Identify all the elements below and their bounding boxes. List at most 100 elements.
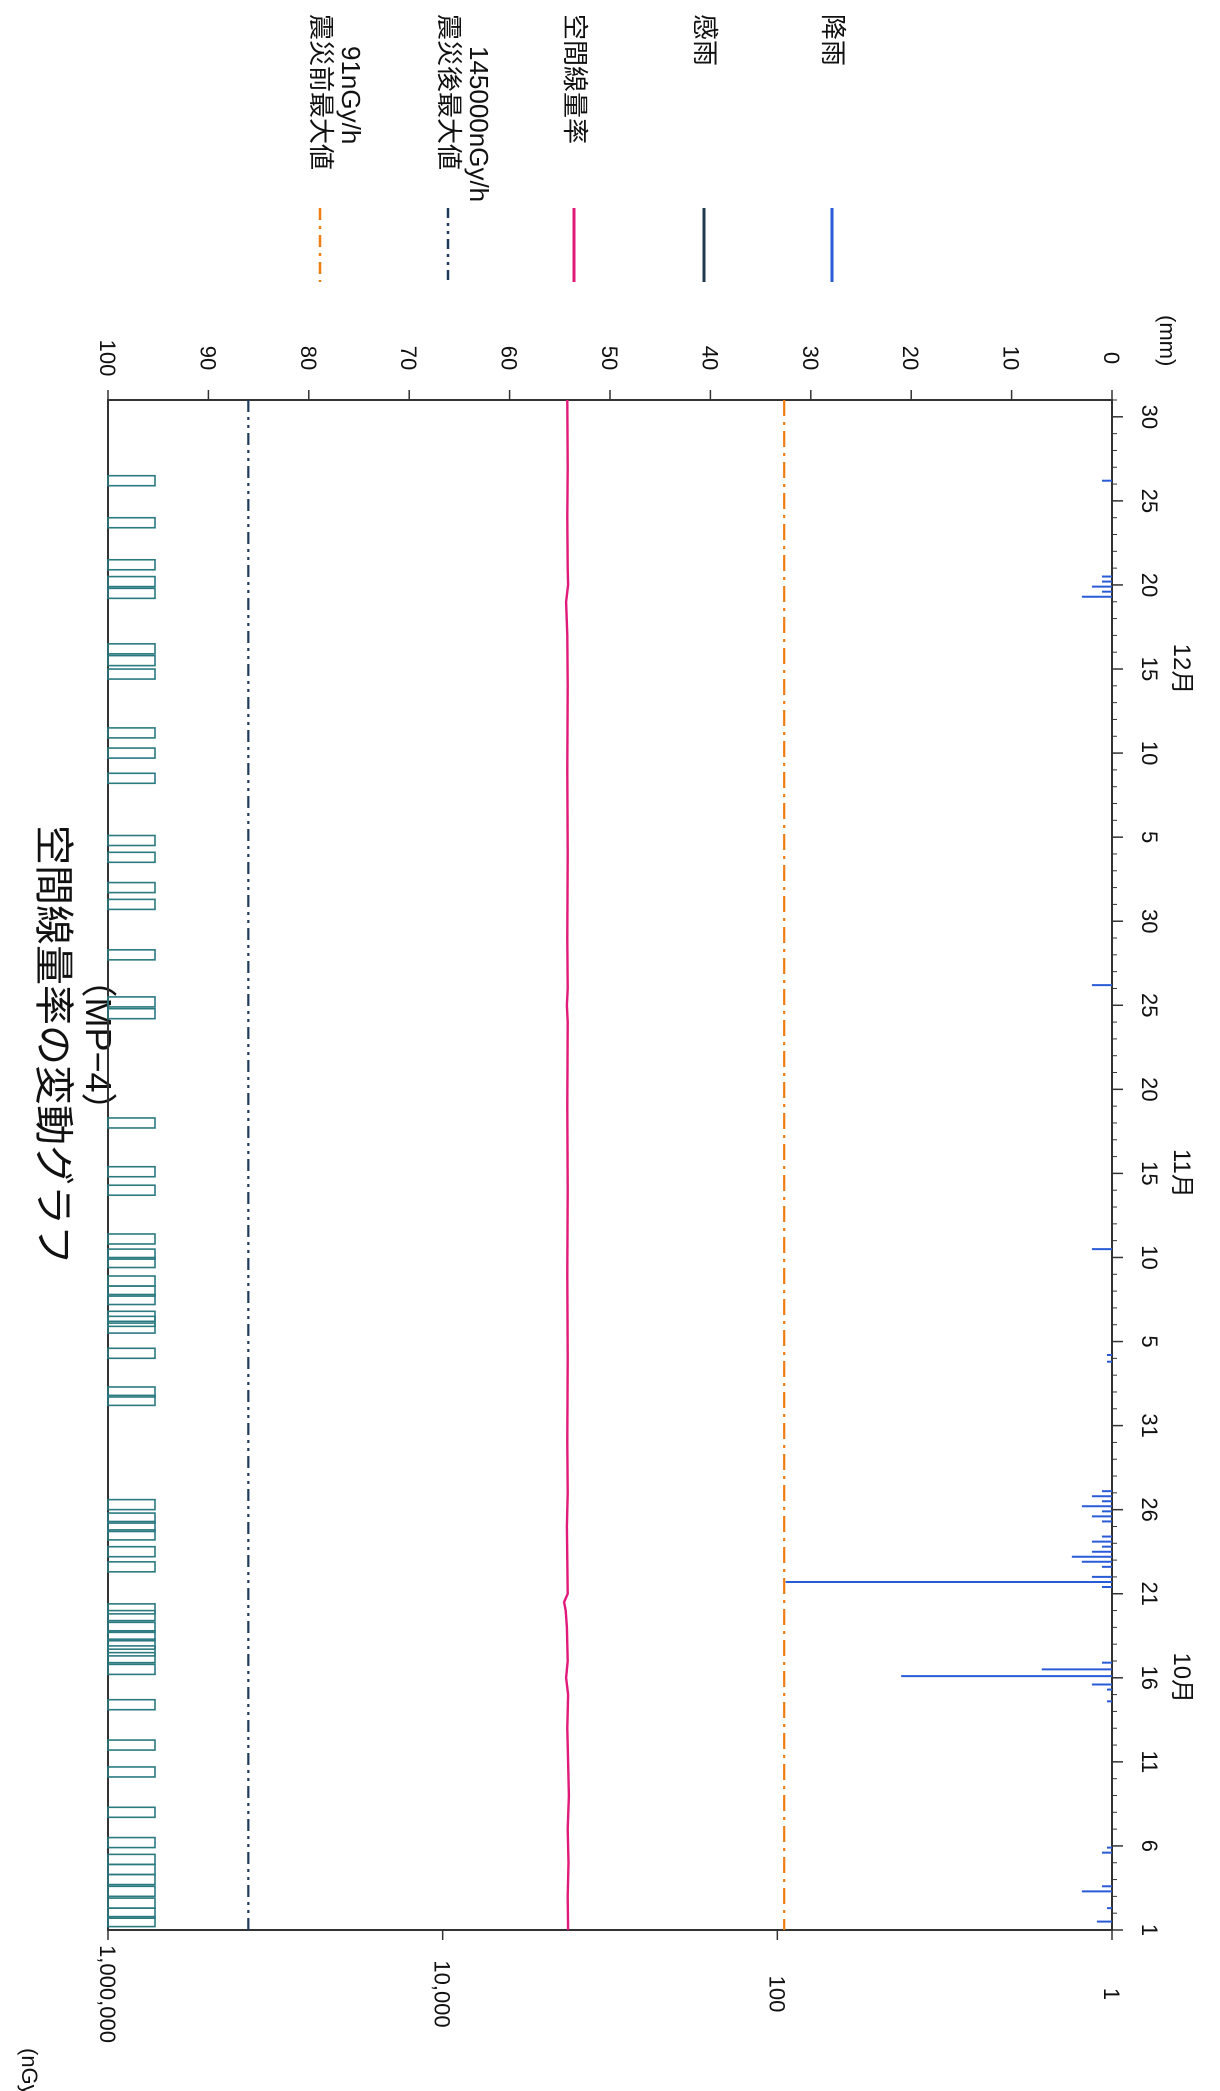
right-tick-label-group: 100: [95, 340, 120, 377]
right-tick-label: 70: [396, 346, 421, 370]
rain-sensing-pulse: [107, 747, 156, 759]
x-tick-label: 11: [1137, 1750, 1162, 1773]
legend-label: 感雨: [690, 14, 720, 66]
rain-sensing-pulse: [107, 1645, 156, 1657]
x-tick-label: 15: [1137, 657, 1162, 681]
x-tick-label-group: 21: [1137, 1581, 1162, 1605]
x-month-label: 12月: [1168, 644, 1195, 695]
x-tick-label-group: 30: [1137, 405, 1162, 429]
right-axis-unit: (mm): [1155, 315, 1180, 366]
rain-sensing-pulse: [107, 949, 156, 961]
x-month-label: 10月: [1168, 1652, 1195, 1703]
right-tick-label-group: 70: [396, 346, 421, 370]
rain-sensing-pulse: [107, 1863, 156, 1876]
rain-sensing-pulse: [107, 1529, 156, 1541]
x-month-label-group: 11月: [1168, 1149, 1195, 1198]
legend-label-group: 感雨: [690, 14, 720, 66]
left-tick-label-group: 1,000,000: [95, 1945, 120, 2043]
right-tick-label-group: 40: [697, 346, 722, 370]
legend-label-group: 震災前最大値 91nGy/h: [306, 14, 366, 170]
right-tick-label: 60: [497, 346, 522, 370]
rain-sensing-pulse: [107, 1512, 156, 1524]
right-tick-label: 50: [597, 346, 622, 370]
x-tick-label: 15: [1137, 1161, 1162, 1185]
left-tick-label-group: 100: [764, 1976, 789, 2013]
rain-sensing-pulse: [107, 727, 156, 739]
x-tick-label-group: 15: [1137, 1161, 1162, 1185]
rain-sensing-pulse: [107, 1621, 156, 1634]
left-tick-label: 1: [1099, 1988, 1124, 2000]
right-tick-label: 80: [296, 346, 321, 370]
rain-sensing-pulse: [107, 1915, 156, 1928]
x-tick-label: 30: [1137, 405, 1162, 429]
x-tick-label-group: 30: [1137, 909, 1162, 933]
left-axis-unit-label: (nGy/h): [17, 2048, 42, 2091]
rain-sensing-pulse: [107, 1498, 156, 1511]
x-tick-label-group: 6: [1137, 1840, 1162, 1852]
x-tick-label: 21: [1137, 1581, 1162, 1605]
rain-sensing-pulse: [107, 834, 156, 847]
plot-frame: [107, 399, 1113, 1931]
rain-sensing-pulse: [107, 1603, 156, 1615]
rain-sensing-pulse: [107, 668, 156, 680]
right-tick-label-group: 50: [597, 346, 622, 370]
rain-sensing-pulse: [107, 772, 156, 785]
x-tick-label-group: 26: [1137, 1497, 1162, 1521]
rain-sensing-pulse: [107, 1184, 156, 1197]
plot-area: 1 100 10,000 1,000,000 0 10 20 30 40 50 60 70 80 90 1…: [95, 340, 1195, 2043]
legend-label: 震災後最大値: [434, 14, 464, 170]
x-month-label-group: 12月: [1168, 644, 1195, 695]
legend: 震災前最大値 91nGy/h 震災後最大値 145000nGy/h 空間線量率 感雨 降雨: [306, 14, 848, 282]
right-tick-label-group: 90: [195, 346, 220, 370]
x-tick-label-group: 20: [1137, 573, 1162, 597]
left-tick-label: 100: [764, 1976, 789, 2013]
x-tick-label: 25: [1137, 489, 1162, 513]
rain-sensing-pulse: [107, 474, 156, 487]
rain-sensing-pulse: [107, 1394, 156, 1407]
rain-sensing-pulse: [107, 1629, 156, 1642]
rain-sensing-pulse: [107, 1520, 156, 1533]
right-tick-label-group: 10: [999, 346, 1024, 370]
legend-label-group: 空間線量率: [560, 14, 590, 144]
x-month-label: 11月: [1168, 1149, 1195, 1198]
x-month-label-group: 10月: [1168, 1652, 1195, 1703]
rain-sensing-pulse: [107, 1561, 156, 1573]
rain-sensing-pulse: [107, 1117, 156, 1129]
right-tick-label: 0: [1099, 352, 1124, 364]
x-tick-label: 16: [1137, 1666, 1162, 1690]
left-tick-label: 1,000,000: [95, 1945, 120, 2043]
legend-label: 145000nGy/h: [464, 46, 494, 202]
right-axis-unit-label: (mm): [1155, 315, 1180, 366]
x-tick-label: 20: [1137, 1077, 1162, 1101]
rain-sensing-pulse: [107, 1322, 156, 1334]
x-tick-label: 31: [1137, 1413, 1162, 1437]
x-tick-label: 5: [1137, 831, 1162, 843]
right-tick-label-group: 20: [898, 346, 923, 370]
rain-sensing-pulse: [107, 1293, 156, 1306]
rain-sensing-pulse: [107, 1609, 156, 1622]
rain-sensing-pulse: [107, 1638, 156, 1650]
rain-sensing-pulse: [107, 1248, 156, 1260]
legend-label: 降雨: [818, 14, 848, 66]
right-tick-label-group: 60: [497, 346, 522, 370]
rain-sensing-pulse: [107, 1165, 156, 1178]
right-tick-label: 20: [898, 346, 923, 370]
rain-sensing-pulse: [107, 1310, 156, 1323]
x-tick-label-group: 25: [1137, 489, 1162, 513]
x-tick-label: 30: [1137, 909, 1162, 933]
rain-sensing-pulse: [107, 1766, 156, 1778]
right-tick-label: 90: [195, 346, 220, 370]
series-dose-rate-line: [562, 399, 571, 1931]
rain-sensing-pulse: [107, 1698, 156, 1711]
rain-sensing-pulse: [107, 654, 156, 667]
rain-sensing-pulse: [107, 516, 156, 529]
right-tick-label-group: 0: [1099, 352, 1124, 364]
x-tick-label: 1: [1137, 1924, 1162, 1936]
right-tick-label: 40: [697, 346, 722, 370]
legend-label-group: 震災後最大値 145000nGy/h: [434, 14, 494, 202]
x-tick-label: 6: [1137, 1840, 1162, 1852]
x-tick-label: 20: [1137, 573, 1162, 597]
legend-label: 震災前最大値: [306, 14, 336, 170]
x-tick-label: 10: [1137, 741, 1162, 765]
